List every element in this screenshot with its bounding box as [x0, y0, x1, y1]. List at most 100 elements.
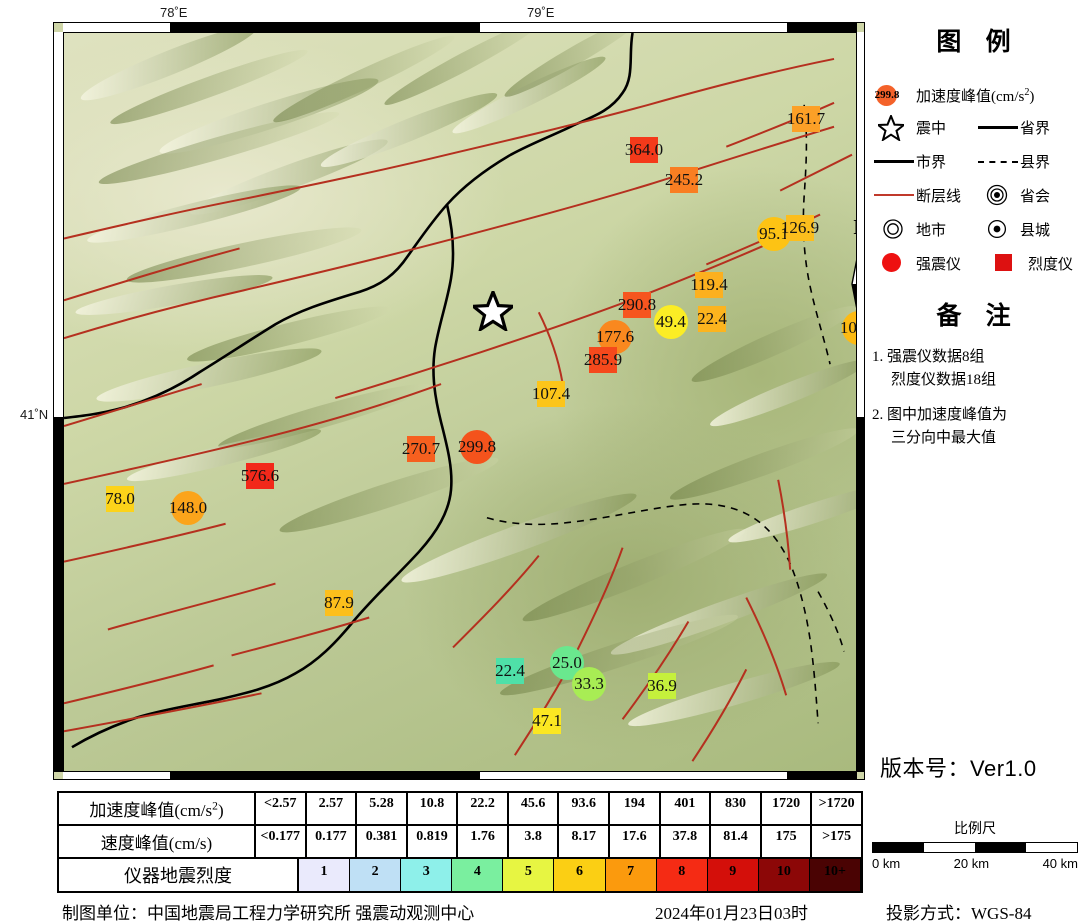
- intensity-meter-marker-glyph: [589, 347, 617, 373]
- intensity-meter-marker-glyph: [623, 292, 651, 318]
- table-cell: >1720: [818, 796, 855, 811]
- county-town-icon: [976, 218, 1020, 240]
- row-header-intensity: 仪器地震烈度: [59, 859, 299, 891]
- table-cell: 1.76: [458, 826, 509, 857]
- legend-label-prefecture: 地市: [916, 222, 947, 239]
- table-cell: 3.8: [509, 826, 560, 857]
- strong-motion-marker-glyph: [842, 311, 856, 345]
- table-row-pga: 加速度峰值(cm/s2) <2.57 2.57 5.28 10.8 22.2 45.6 93…: [59, 793, 861, 826]
- intensity-meter-marker-glyph: [630, 137, 658, 163]
- station-pga-value: 47.1: [532, 711, 562, 730]
- graticule-border-bottom: [63, 770, 857, 779]
- longitude-label-79e: 79˚E: [527, 5, 555, 20]
- table-cell: 0.819: [408, 826, 459, 857]
- pga-cell-group: <2.57 2.57 5.28 10.8 22.2 45.6 93.6 194 401 830 17…: [256, 793, 861, 824]
- legend-label-capital: 省会: [1020, 188, 1051, 205]
- legend-item-epicenter: 震中: [872, 115, 947, 141]
- table-cell: 9: [707, 859, 759, 891]
- legend-item-county-town: 县城: [976, 218, 1050, 240]
- footer-date: 2024年01月23日03时: [655, 904, 808, 923]
- version-label: 版本号：Ver1.0: [880, 756, 1037, 781]
- scale-tick-20: 20 km: [953, 856, 990, 871]
- table-cell: 10+: [809, 859, 862, 891]
- table-cell: 6: [554, 859, 606, 891]
- station-pga-value: 148.0: [168, 498, 208, 517]
- intensity-meter-marker-glyph: [786, 215, 814, 241]
- intensity-conversion-table: 加速度峰值(cm/s2) <2.57 2.57 5.28 10.8 22.2 45.6 93…: [57, 791, 863, 893]
- strong-motion-marker-glyph: [460, 430, 494, 464]
- station-pga-value: 95.1: [759, 224, 789, 243]
- table-cell: 4: [452, 859, 504, 891]
- provincial-capital-icon: [976, 184, 1020, 206]
- pga-swatch-value: 299.8: [874, 89, 900, 101]
- station-pga-value: 290.8: [617, 295, 657, 314]
- epicenter-star-icon: [468, 287, 518, 333]
- legend-label-epicenter: 震中: [916, 120, 947, 137]
- station-pga-value: 119.4: [690, 275, 728, 294]
- prefecture-city-icon: [872, 218, 916, 240]
- table-cell: 93.6: [559, 793, 611, 824]
- station-pga-value: 25.0: [552, 653, 582, 672]
- table-cell: 5: [503, 859, 555, 891]
- note-line-1: 1. 强震仪数据8组: [872, 349, 985, 365]
- table-cell: 3: [401, 859, 453, 891]
- legend-item-intensity-meter: 烈度仪: [984, 252, 1073, 274]
- station-pga-value: 576.6: [240, 466, 280, 485]
- station-pga-value: 107.1: [839, 318, 857, 337]
- legend-label-intensity-meter: 烈度仪: [1028, 256, 1074, 273]
- table-cell: 5.28: [357, 793, 408, 824]
- table-cell: 2.57: [307, 793, 358, 824]
- note-line-3: 2. 图中加速度峰值为: [872, 407, 1008, 423]
- scale-bar-segments: [872, 842, 1078, 853]
- table-cell: 10.8: [408, 793, 459, 824]
- table-cell: 37.8: [661, 826, 712, 857]
- station-pga-value: 87.9: [324, 593, 354, 612]
- fault-line-icon: [872, 184, 916, 206]
- legend-label-strong-motion: 强震仪: [916, 256, 962, 273]
- table-cell: 830: [711, 793, 762, 824]
- legend-label-fault: 断层线: [916, 188, 962, 205]
- intensity-meter-marker-glyph: [106, 486, 134, 512]
- table-cell: 81.4: [711, 826, 762, 857]
- table-cell: >175: [822, 829, 852, 844]
- map-vector-overlay: [64, 33, 853, 762]
- pgv-cell-group: <0.177 0.177 0.381 0.819 1.76 3.8 8.17 17.6 37.8…: [256, 826, 861, 857]
- legend-item-county-line: 县界: [976, 150, 1050, 172]
- station-pga-value: 107.4: [531, 384, 571, 403]
- star-icon: [872, 115, 916, 141]
- strong-motion-marker-glyph: [572, 667, 606, 701]
- graticule-border-right: [855, 32, 864, 772]
- station-pga-value: 78.0: [105, 489, 135, 508]
- pga-circle-swatch-icon: 299.8: [872, 84, 916, 106]
- strong-motion-marker-glyph: [654, 305, 688, 339]
- legend-item-strong-motion: 强震仪: [872, 252, 961, 274]
- graticule-border-left: [54, 32, 63, 772]
- notes-title: 备 注: [936, 303, 1020, 330]
- station-pga-value: 22.4: [495, 661, 525, 680]
- strong-motion-marker-glyph: [171, 491, 205, 525]
- station-pga-value: 126.9: [780, 218, 820, 237]
- intensity-meter-marker-glyph: [537, 381, 565, 407]
- county-dash-line-icon: [976, 150, 1020, 172]
- right-panel: 图 例 299.8 加速度峰值(cm/s2): [872, 22, 1084, 462]
- table-cell: 0.381: [357, 826, 408, 857]
- city-line-icon: [872, 150, 916, 172]
- intensity-meter-marker-glyph: [648, 673, 676, 699]
- latitude-label-41n: 41˚N: [20, 407, 49, 422]
- table-cell: 17.6: [610, 826, 661, 857]
- intensity-meter-marker-glyph: [695, 272, 723, 298]
- footer-projection: 投影方式：WGS-84: [886, 904, 1032, 923]
- legend-item-pga: 299.8 加速度峰值(cm/s2): [872, 84, 1034, 106]
- table-row-intensity: 仪器地震烈度 1 2 3 4 5 6 7 8 9 10 10+: [59, 859, 862, 891]
- table-cell: 8: [656, 859, 708, 891]
- station-pga-value: 36.9: [647, 676, 677, 695]
- note-line-2: 烈度仪数据18组: [891, 371, 997, 388]
- terrain-hillshade: [64, 33, 856, 771]
- legend-label-pga: 加速度峰值(cm/s2): [916, 86, 1035, 105]
- station-pga-value: 245.2: [664, 170, 704, 189]
- intensity-meter-marker-glyph: [407, 436, 435, 462]
- graticule-border-top: [63, 23, 857, 32]
